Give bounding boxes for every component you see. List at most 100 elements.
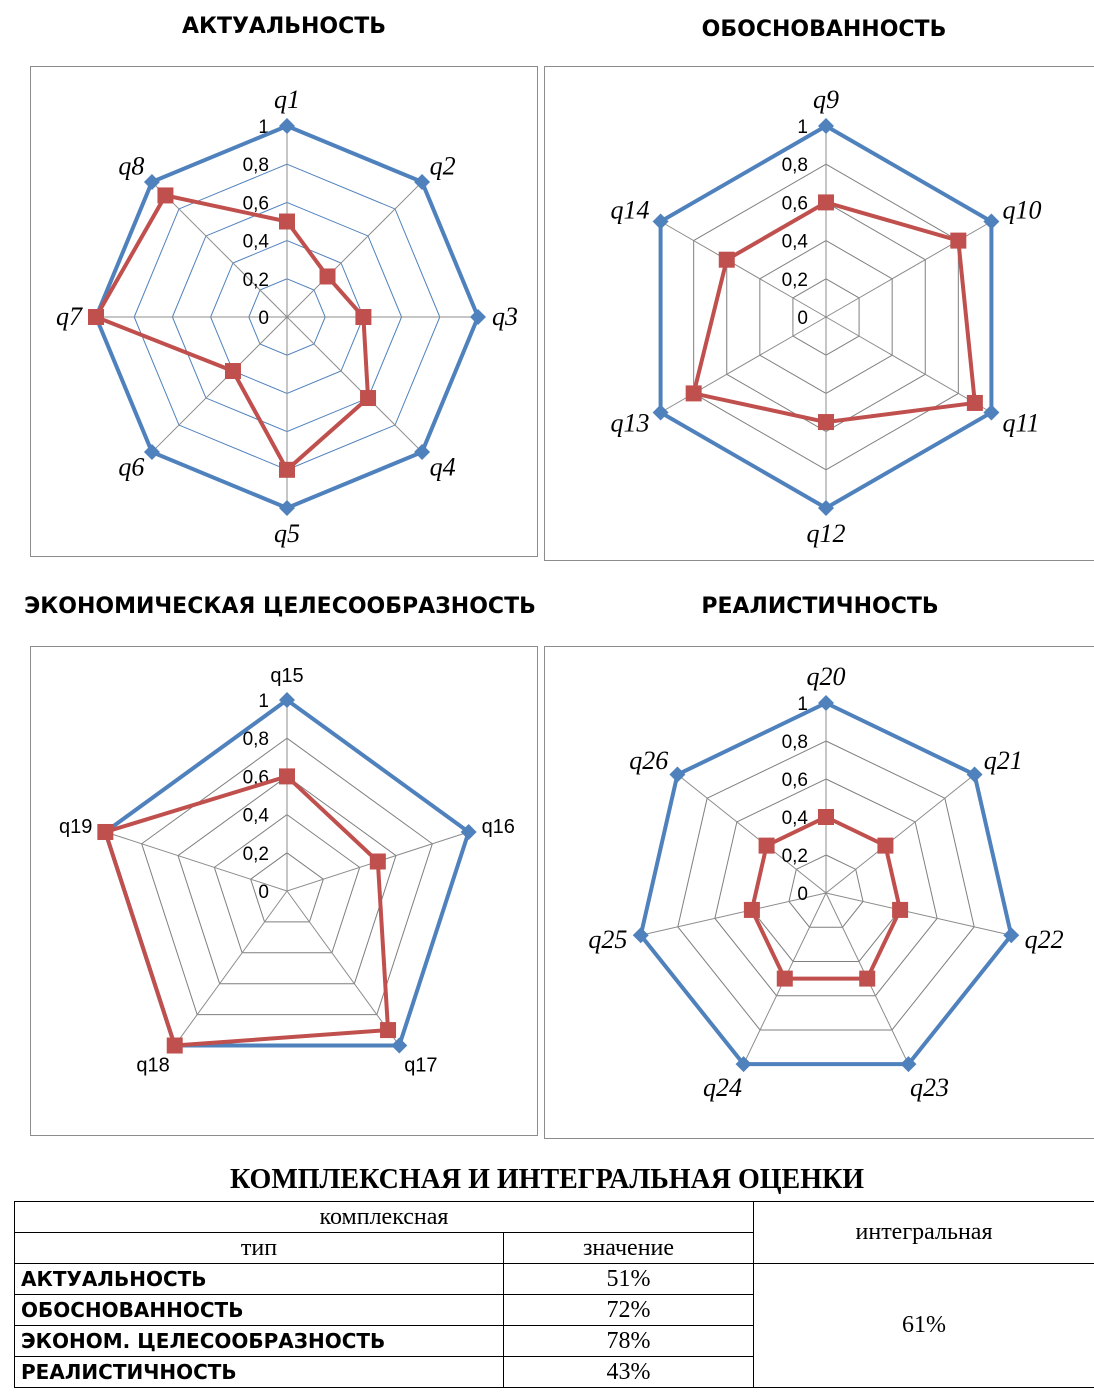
r-tick-label: 0 (797, 884, 808, 905)
chart-title-relevance: АКТУАЛЬНОСТЬ (181, 14, 387, 39)
grid-ring (788, 854, 864, 928)
data-point-square (818, 414, 834, 431)
data-point-diamond (966, 766, 983, 783)
r-tick-label: 0,8 (243, 155, 269, 176)
data-point-diamond (460, 823, 477, 840)
grid-spoke (640, 892, 827, 936)
table-row: ОБОСНОВАННОСТЬ 72% (14, 1294, 1094, 1326)
data-point-diamond (983, 213, 1000, 230)
data-point-diamond (279, 500, 295, 516)
row-type: АКТУАЛЬНОСТЬ (14, 1263, 504, 1295)
grid-ring (177, 775, 397, 985)
grid-spoke (660, 316, 827, 413)
category-label: q9 (813, 85, 839, 114)
data-point-square (743, 901, 760, 918)
data-point-square (950, 232, 967, 249)
data-point-square (758, 837, 775, 854)
r-tick-label: 1 (258, 117, 269, 138)
summary-table: комплексная интегральная тип значение АК… (14, 1201, 1094, 1388)
r-tick-label: 0 (258, 882, 269, 903)
radar-chart-realism: 0 0,2 0,4 0,6 0,8 1 q20 q21 q22 q23 q24 q25 q26 (544, 646, 1094, 1139)
r-tick-label: 0,8 (782, 732, 808, 753)
data-point-diamond (470, 309, 486, 325)
data-point-diamond (983, 404, 1000, 421)
r-tick-label: 0 (797, 308, 808, 329)
category-label: q25 (588, 925, 627, 954)
grid-spoke (825, 892, 1012, 936)
grid-ring (714, 778, 938, 997)
data-point-square (224, 363, 241, 380)
grid-spoke (825, 774, 975, 894)
grid-spoke (286, 316, 423, 453)
category-label: q15 (270, 665, 303, 687)
row-type: ОБОСНОВАННОСТЬ (14, 1294, 504, 1326)
r-tick-label: 0,4 (782, 232, 809, 253)
radar-grid (640, 702, 1012, 1065)
data-point-diamond (391, 1037, 408, 1054)
table-title: КОМПЛЕКСНАЯ И ИНТЕГРАЛЬНАЯ ОЦЕНКИ (229, 1164, 865, 1195)
category-label: q10 (1002, 196, 1041, 225)
series-line-score (749, 814, 903, 981)
data-point-square (818, 809, 834, 825)
data-point-square (166, 1037, 183, 1054)
category-label: q1 (274, 85, 300, 114)
radar-chart-validity: 0 0,2 0,4 0,6 0,8 1 q9 q10 q11 q12 q13 q14 (544, 66, 1094, 561)
category-label: q12 (807, 519, 846, 548)
category-label: q11 (1002, 409, 1039, 438)
data-point-square (718, 251, 735, 268)
radar-chart-economic: 0 0,2 0,4 0,6 0,8 1 q15 q16 q17 q18 q19 (30, 646, 538, 1136)
data-point-square (369, 853, 386, 870)
data-point-diamond (652, 404, 669, 421)
data-point-diamond (818, 695, 834, 711)
row-value: 51% (503, 1263, 754, 1295)
chart-title-realism: РЕАЛИСТИЧНОСТЬ (701, 594, 939, 619)
r-tick-label: 0,2 (243, 844, 269, 865)
data-point-diamond (900, 1056, 917, 1073)
row-type: РЕАЛИСТИЧНОСТЬ (14, 1356, 504, 1388)
row-type: ЭКОНОМ. ЦЕЛЕСООБРАЗНОСТЬ (14, 1325, 504, 1357)
data-point-diamond (652, 213, 669, 230)
r-tick-label: 0,2 (243, 270, 269, 291)
grid-spoke (151, 316, 288, 453)
r-tick-label: 0,8 (782, 155, 808, 176)
data-point-square (892, 901, 909, 918)
category-label: q22 (1025, 925, 1064, 954)
category-label: q4 (430, 453, 456, 482)
data-point-square (859, 970, 876, 987)
r-tick-label: 0,6 (243, 193, 269, 214)
radar-grid (660, 125, 992, 509)
integral-header: интегральная (753, 1201, 1094, 1264)
data-point-diamond (669, 766, 686, 783)
integral-value: 61% (753, 1263, 1094, 1388)
category-label: q21 (984, 746, 1023, 775)
data-point-diamond (1003, 927, 1020, 944)
category-label: q7 (56, 302, 83, 331)
category-label: q19 (59, 816, 92, 838)
data-point-square (88, 309, 104, 325)
category-label: q6 (118, 453, 144, 482)
data-point-diamond (818, 500, 834, 516)
data-point-diamond (143, 173, 160, 190)
r-tick-label: 0,4 (243, 232, 270, 253)
category-label: q23 (910, 1073, 949, 1102)
grid-ring (250, 852, 324, 923)
data-point-diamond (414, 444, 431, 461)
data-point-square (355, 309, 372, 325)
category-label: q26 (629, 746, 668, 775)
data-point-square (380, 1022, 397, 1039)
data-point-square (279, 461, 295, 478)
row-value: 72% (503, 1294, 754, 1326)
series-line-max (638, 700, 1014, 1067)
data-point-square (319, 268, 336, 285)
data-point-diamond (279, 118, 295, 134)
data-point-square (279, 768, 295, 785)
r-tick-label: 0,2 (782, 270, 808, 291)
category-label: q2 (430, 151, 456, 180)
data-point-square (157, 187, 174, 204)
series-line-score (93, 193, 371, 473)
data-point-square (877, 837, 894, 854)
data-point-diamond (818, 118, 834, 134)
r-tick-label: 1 (797, 694, 808, 715)
category-label: q3 (492, 302, 518, 331)
